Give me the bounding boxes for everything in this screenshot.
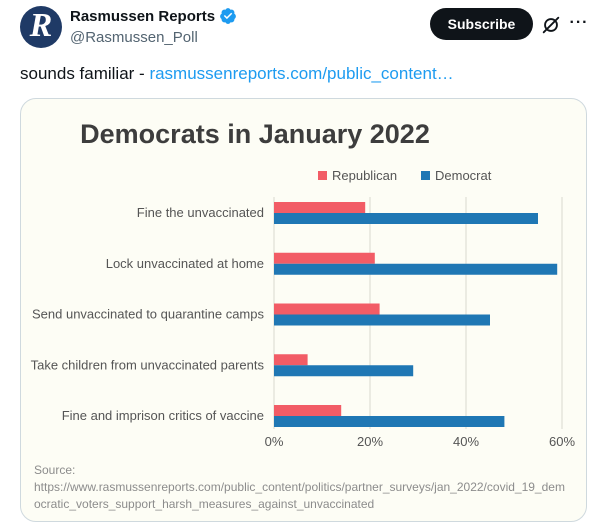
x-tick-label: 60%	[549, 434, 575, 449]
bar-chart: Democrats in January 2022 0% 20% 40% 60% Repu…	[31, 119, 576, 511]
bar-republican	[274, 202, 366, 213]
bar-republican	[274, 303, 380, 315]
tweet-link[interactable]: rasmussenreports.com/public_content…	[149, 64, 454, 83]
category-label: Take children from unvaccinated parents	[31, 357, 265, 372]
category-label: Fine the unvaccinated	[137, 205, 264, 220]
avatar[interactable]: R	[20, 6, 62, 48]
tweet-body: sounds familiar -	[20, 64, 150, 83]
bar-democrat	[274, 263, 558, 275]
bar-democrat	[274, 314, 490, 326]
category-label: Send unvaccinated to quarantine camps	[32, 307, 264, 322]
source-text: ocratic_voters_support_harsh_measures_ag…	[34, 497, 374, 511]
subscribe-button[interactable]: Subscribe	[430, 8, 533, 40]
tweet-header: R Rasmussen Reports @Rasmussen_Poll Subs…	[0, 0, 610, 60]
more-options-icon[interactable]: ···	[569, 14, 589, 31]
legend-label-democrat: Democrat	[435, 168, 492, 183]
chart-image[interactable]: Democrats in January 2022 0% 20% 40% 60% Repu…	[20, 98, 587, 522]
tweet-text: sounds familiar - rasmussenreports.com/p…	[20, 64, 454, 84]
bar-democrat	[274, 416, 505, 427]
category-label: Lock unvaccinated at home	[106, 256, 264, 271]
legend-swatch-democrat	[421, 171, 430, 180]
bar-republican	[274, 405, 342, 416]
author-display-name[interactable]: Rasmussen Reports	[70, 7, 216, 25]
bar-democrat	[274, 213, 538, 224]
chart-title: Democrats in January 2022	[80, 119, 430, 149]
x-tick-label: 20%	[357, 434, 383, 449]
bar-republican	[274, 252, 375, 264]
verified-badge-icon[interactable]	[219, 7, 237, 25]
legend-swatch-republican	[318, 171, 327, 180]
source-text: https://www.rasmussenreports.com/public_…	[34, 480, 565, 494]
legend-label-republican: Republican	[332, 168, 397, 183]
bar-democrat	[274, 365, 414, 377]
source-text: Source:	[34, 463, 75, 477]
category-label: Fine and imprison critics of vaccine	[62, 408, 264, 423]
author-name-row: Rasmussen Reports	[70, 7, 237, 25]
author-handle[interactable]: @Rasmussen_Poll	[70, 29, 198, 46]
x-tick-label: 40%	[453, 434, 479, 449]
avatar-letter: R	[29, 7, 53, 44]
bar-republican	[274, 354, 308, 366]
grok-icon[interactable]	[540, 14, 562, 36]
x-tick-label: 0%	[265, 434, 284, 449]
